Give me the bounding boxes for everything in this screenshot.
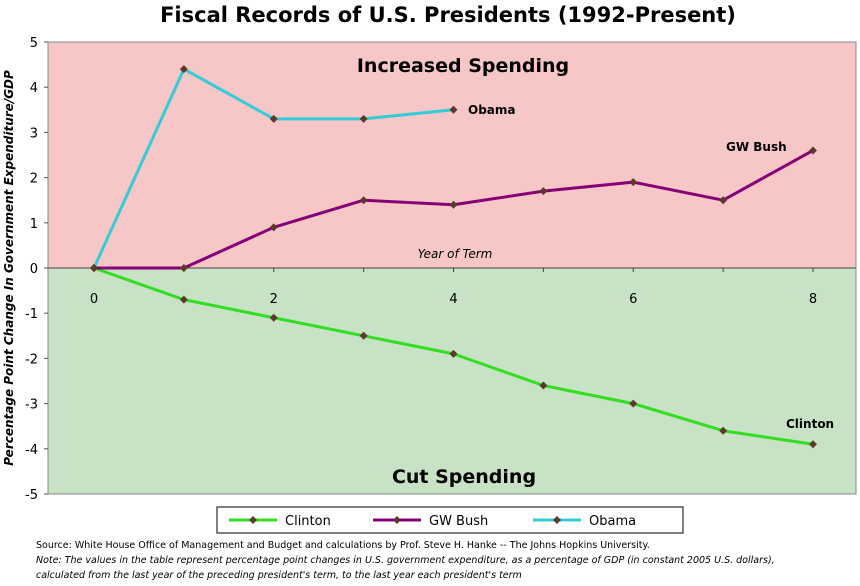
y-tick-label: 0 [30,262,38,277]
data-point-clinton [539,381,548,390]
y-tick-label: 5 [30,36,38,51]
data-point-gw-bush [539,187,548,196]
y-tick-label: -4 [25,443,38,458]
data-point-clinton [809,440,817,449]
x-tick-label: 2 [270,292,278,307]
data-point-clinton [449,349,458,358]
y-tick-label: -3 [25,398,38,413]
legend-label-gw-bush: GW Bush [429,514,488,529]
x-tick-label: 8 [809,292,817,307]
data-point-clinton [269,313,278,322]
data-point-clinton [359,331,368,340]
data-point-gw-bush [629,178,638,187]
data-point-obama [179,65,188,74]
data-point-gw-bush [179,264,188,272]
series-label-clinton: Clinton [786,417,834,431]
legend-label-obama: Obama [589,514,636,529]
chart-title: Fiscal Records of U.S. Presidents (1992-… [160,3,736,27]
lower-region-label: Cut Spending [392,466,536,488]
methodology-note-continued: calculated from the last year of the pre… [36,570,522,581]
x-axis-label: Year of Term [418,247,493,261]
lower-region [48,268,856,494]
y-axis-label: Percentage Point Change In Government Ex… [2,70,16,466]
upper-region [48,42,856,268]
methodology-note: Note: The values in the table represent … [36,555,775,566]
series-label-gw-bush: GW Bush [726,140,787,154]
y-tick-label: 2 [30,172,38,187]
y-tick-label: 3 [30,126,38,141]
legend-marker-clinton [249,516,257,524]
legend-label-clinton: Clinton [285,514,331,529]
y-tick-label: 1 [30,217,38,232]
legend-marker-obama [553,516,561,524]
data-point-gw-bush [359,196,368,205]
data-point-obama [90,264,98,272]
data-point-clinton [719,426,728,435]
data-point-clinton [629,399,638,408]
y-tick-label: 4 [30,81,38,96]
x-tick-label: 6 [629,292,637,307]
data-point-gw-bush [449,200,458,209]
data-point-gw-bush [809,146,817,155]
data-point-gw-bush [719,196,728,205]
y-tick-label: -5 [25,488,38,503]
data-point-obama [359,114,368,123]
x-tick-label: 0 [90,292,98,307]
upper-region-label: Increased Spending [357,55,569,77]
data-point-gw-bush [269,223,278,232]
data-point-obama [449,105,458,114]
y-tick-label: -1 [25,307,38,322]
data-point-obama [269,114,278,123]
legend: Clinton GW Bush Obama [216,506,684,534]
data-point-clinton [179,295,188,304]
legend-marker-gw-bush [393,516,401,524]
x-tick-label: 4 [449,292,457,307]
y-tick-label: -2 [25,352,38,367]
legend-box [216,506,684,534]
source-note: Source: White House Office of Management… [36,540,650,551]
series-label-obama: Obama [468,103,516,117]
